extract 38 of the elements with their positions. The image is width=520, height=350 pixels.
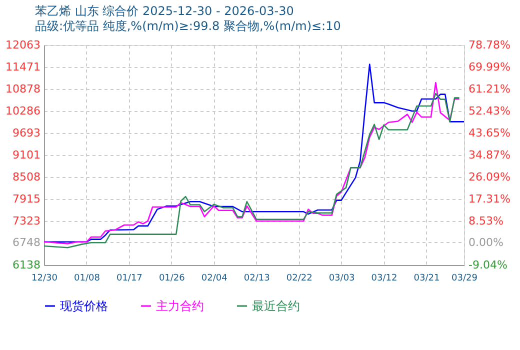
y-tick-label: 6138 [12,258,40,272]
x-tick-label: 03/21 [414,274,440,284]
y-tick-label: 10286 [6,104,40,118]
x-tick-label: 03/12 [371,274,398,284]
chart-subtitle: 品级:优等品 纯度,%(m/m)≥:99.8 聚合物,%(m/m)≤:10 [35,19,341,33]
y2-tick-label: 52.43% [468,104,510,118]
y2-tick-label: 26.09% [468,170,510,184]
y2-tick-label: 34.87% [468,148,510,162]
legend-label: 主力合约 [156,299,204,313]
y2-tick-label: -9.04% [468,258,508,272]
y-tick-label: 12063 [6,38,40,52]
legend-label: 现货价格 [60,299,108,313]
x-tick-label: 12/30 [32,274,58,284]
legend-label: 最近合约 [252,299,300,313]
x-tick-label: 01/26 [158,274,186,284]
y-tick-label: 11471 [6,60,40,74]
y2-tick-label: 78.78% [468,38,510,52]
x-tick-label: 03/29 [452,274,478,284]
x-tick-label: 02/13 [244,274,270,284]
y-tick-label: 7915 [12,192,40,206]
y2-tick-label: 0.00% [468,236,504,249]
y-tick-label: 8508 [12,170,40,184]
x-tick-label: 01/17 [116,274,142,284]
x-tick-label: 02/22 [286,274,312,284]
y2-tick-label: 69.99% [468,60,510,74]
y-tick-label: 9693 [12,126,40,140]
x-tick-label: 03/03 [328,274,355,284]
y-tick-label: 7323 [12,214,40,228]
x-tick-label: 01/08 [74,274,100,284]
y2-tick-label: 17.31% [468,192,510,206]
chart-title: 苯乙烯 山东 综合价 2025-12-30 - 2026-03-30 [35,4,294,18]
y-tick-label: 6748 [12,236,40,249]
y2-tick-label: 43.65% [468,126,510,140]
y2-tick-label: 61.21% [468,82,510,96]
y-tick-label: 9101 [12,148,40,162]
y2-tick-label: 8.53% [468,214,504,228]
y-tick-label: 10878 [6,82,40,96]
x-tick-label: 02/04 [201,274,228,284]
